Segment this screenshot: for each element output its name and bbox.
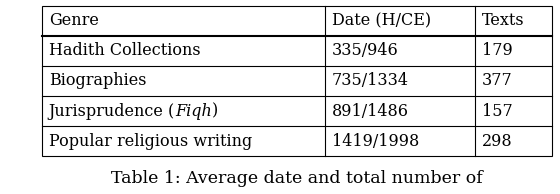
- Text: Biographies: Biographies: [49, 73, 146, 89]
- Text: 157: 157: [482, 103, 512, 120]
- Text: 335/946: 335/946: [332, 42, 398, 59]
- Text: ): ): [212, 103, 218, 120]
- Text: Fiqh: Fiqh: [175, 103, 212, 120]
- Text: Genre: Genre: [49, 12, 99, 29]
- Text: 298: 298: [482, 133, 512, 150]
- Text: Jurisprudence (: Jurisprudence (: [49, 103, 175, 120]
- Text: Date (H/CE): Date (H/CE): [332, 12, 431, 29]
- Text: Texts: Texts: [482, 12, 525, 29]
- Text: 735/1334: 735/1334: [332, 73, 409, 89]
- Text: 1419/1998: 1419/1998: [332, 133, 419, 150]
- Text: 891/1486: 891/1486: [332, 103, 409, 120]
- Text: 377: 377: [482, 73, 512, 89]
- Text: Popular religious writing: Popular religious writing: [49, 133, 252, 150]
- Text: 179: 179: [482, 42, 512, 59]
- Text: Table 1: Average date and total number of: Table 1: Average date and total number o…: [111, 170, 483, 187]
- Text: Hadith Collections: Hadith Collections: [49, 42, 200, 59]
- Bar: [42, 6, 552, 156]
